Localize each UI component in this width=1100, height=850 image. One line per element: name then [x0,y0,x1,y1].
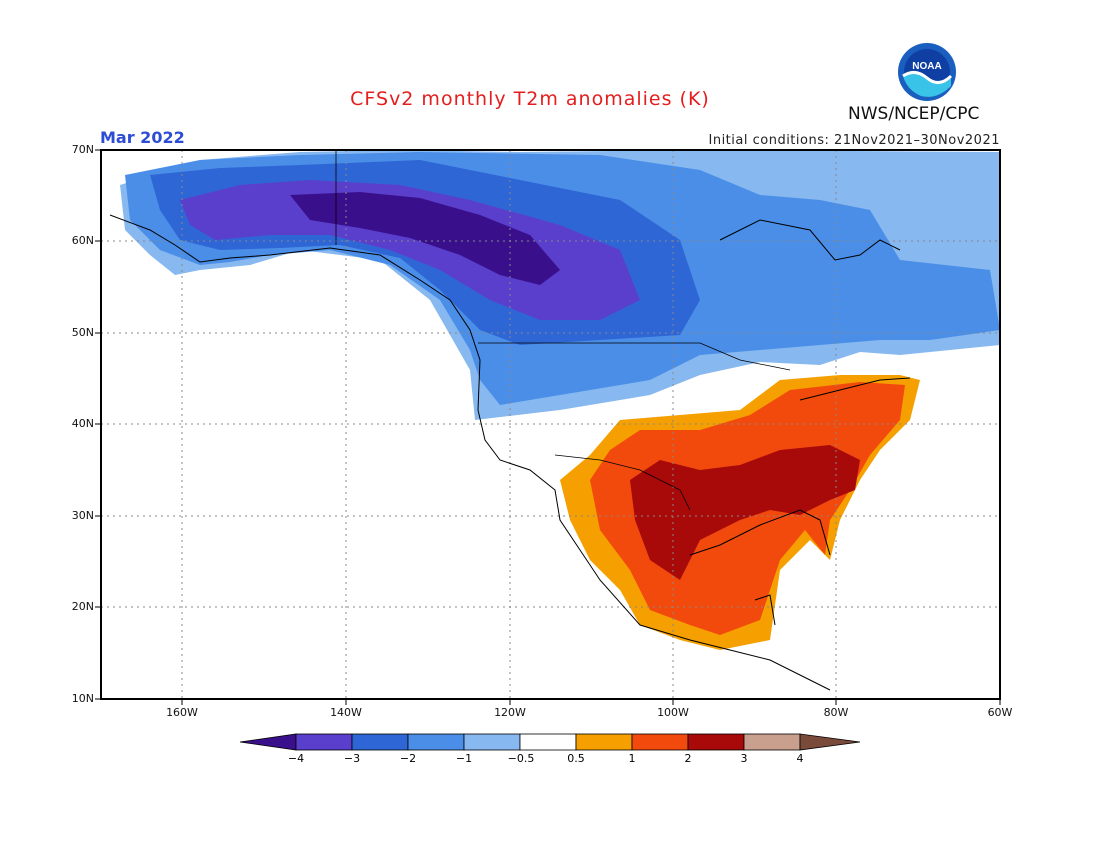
lat-label: 60N [71,234,94,247]
colorbar-segment [351,733,409,751]
lat-label: 30N [71,509,94,522]
colorbar-segment [743,733,801,751]
anomaly-region-dark-purple [290,192,560,285]
lat-label: 40N [71,417,94,430]
colorbar-segment [799,733,861,751]
lon-label: 120W [494,706,526,719]
colorbar-segment [463,733,521,751]
axis-ticks [95,149,1001,705]
colorbar-segment [295,733,353,751]
colorbar-tick-label: 3 [740,752,748,765]
noaa-logo-text: NOAA [912,61,941,72]
lat-label: 70N [71,143,94,156]
lon-label: 100W [657,706,689,719]
colorbar-segment [239,733,297,751]
colorbar-tick-label: 2 [684,752,692,765]
lon-label: 140W [330,706,362,719]
colorbar [239,733,861,751]
colorbar-tick-label: −4 [287,752,305,765]
colorbar-tick-label: 4 [796,752,804,765]
political-borders [335,150,791,511]
lat-label: 10N [71,692,94,705]
anomaly-region-dark-red [630,445,860,580]
lat-label: 20N [71,600,94,613]
coastlines [109,214,911,691]
colorbar-segment [687,733,745,751]
colorbar-tick-label: −0.5 [507,752,535,765]
map-title: CFSv2 monthly T2m anomalies (K) [350,88,710,110]
lon-label: 160W [166,706,198,719]
colorbar-segment [407,733,465,751]
colorbar-segment [519,733,577,751]
lat-label: 50N [71,326,94,339]
colorbar-tick-label: 1 [628,752,636,765]
noaa-logo: NOAA [897,42,957,106]
colorbar-tick-label: −2 [399,752,417,765]
map-gridlines [101,150,1000,699]
colorbar-tick-label: −1 [455,752,473,765]
lon-label: 80W [823,706,849,719]
organization-label: NWS/NCEP/CPC [848,104,980,124]
lon-label: 60W [987,706,1013,719]
anomaly-region-purple [180,180,640,320]
colorbar-tick-label: 0.5 [567,752,585,765]
colorbar-segment [631,733,689,751]
valid-month: Mar 2022 [100,128,185,147]
initial-conditions: Initial conditions: 21Nov2021–30Nov2021 [708,133,1000,148]
colorbar-tick-label: −3 [343,752,361,765]
colorbar-segment [575,733,633,751]
